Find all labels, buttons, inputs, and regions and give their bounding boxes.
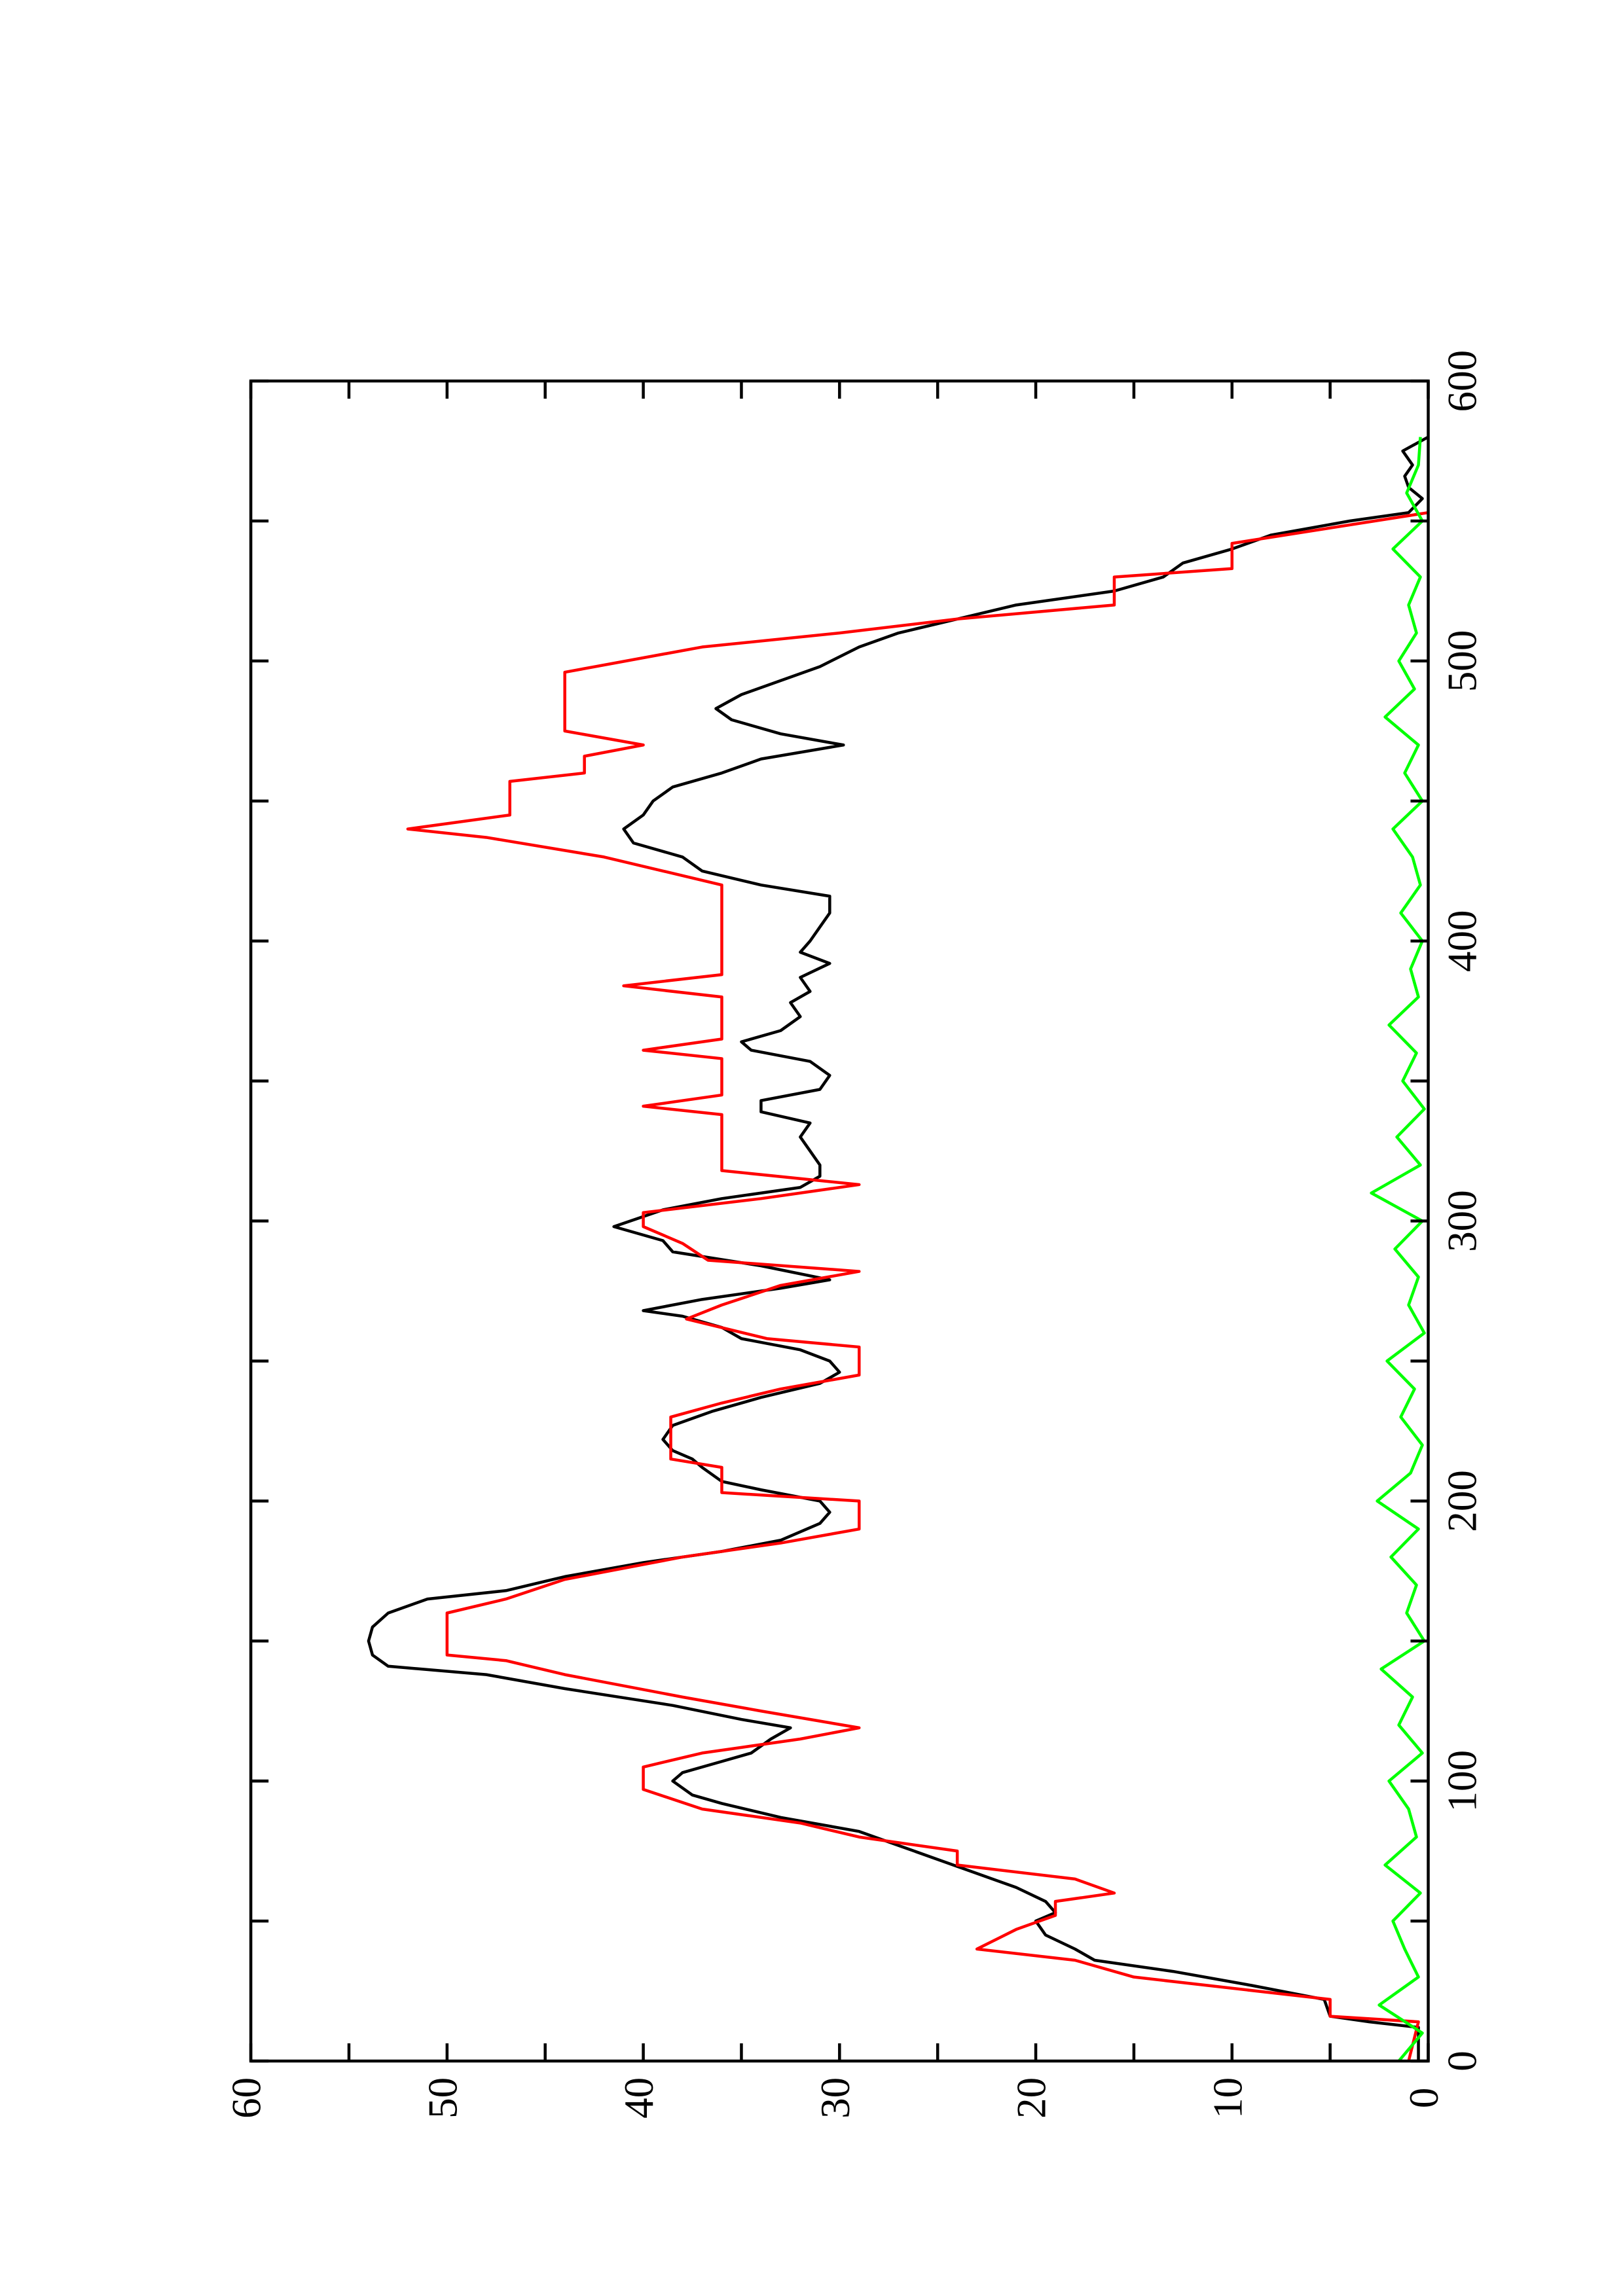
y-tick-label: 40 bbox=[616, 2077, 662, 2119]
x-tick-label: 0 bbox=[1440, 2051, 1486, 2072]
line-series bbox=[1370, 437, 1426, 2062]
x-tick-label: 100 bbox=[1440, 1750, 1486, 1812]
line-series bbox=[367, 435, 1429, 2062]
line-series bbox=[406, 511, 1429, 2062]
y-tick-label: 50 bbox=[420, 2077, 465, 2119]
y-tick-label: 0 bbox=[1401, 2088, 1447, 2109]
plot-area bbox=[367, 435, 1429, 2062]
x-tick-label: 300 bbox=[1440, 1190, 1486, 1252]
x-tick-label: 200 bbox=[1440, 1470, 1486, 1532]
x-tick-label: 500 bbox=[1440, 630, 1486, 692]
y-tick-label: 10 bbox=[1205, 2077, 1250, 2119]
y-tick-label: 20 bbox=[1009, 2077, 1055, 2119]
x-tick-label: 600 bbox=[1440, 350, 1486, 412]
x-tick-label: 400 bbox=[1440, 910, 1486, 972]
y-tick-label: 30 bbox=[812, 2077, 858, 2119]
y-tick-label: 60 bbox=[224, 2077, 270, 2119]
